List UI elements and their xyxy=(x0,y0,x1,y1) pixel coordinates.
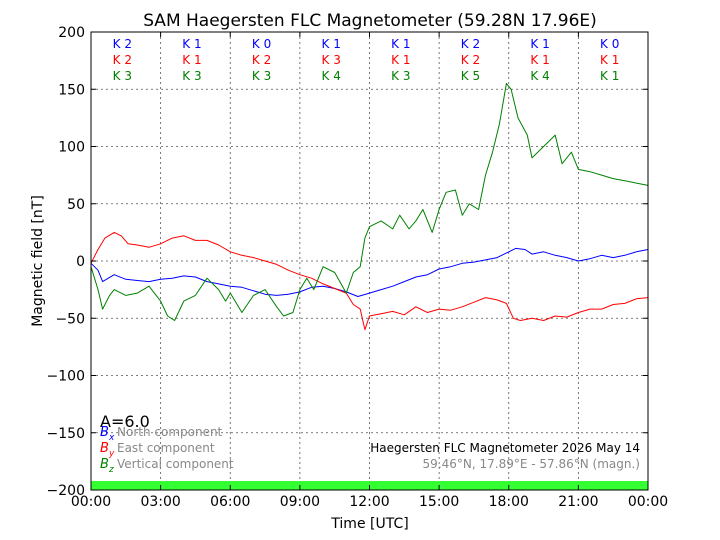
k-index-value: K 1 xyxy=(182,37,201,51)
k-index-value: K 0 xyxy=(600,37,619,51)
x-tick-label: 03:00 xyxy=(140,494,180,510)
x-tick-label: 06:00 xyxy=(210,494,250,510)
y-tick-label: 150 xyxy=(58,82,85,98)
station-info: Haegersten FLC Magnetometer 2026 May 14 xyxy=(370,441,640,455)
k-index-value: K 1 xyxy=(182,53,201,67)
x-tick-label: 00:00 xyxy=(628,494,668,510)
k-index-value: K 3 xyxy=(322,53,341,67)
series-line-vertical xyxy=(90,83,649,321)
x-axis-label: Time [UTC] xyxy=(330,516,408,532)
k-index-table: K 2 K 1 K 0 K 1 K 1 K 2 K 1 K 0 K 2 K 1 K 2 K 3 K 1 K… xyxy=(113,37,620,83)
y-tick-label: −100 xyxy=(47,369,85,385)
k-index-value: K 4 xyxy=(322,69,341,83)
k-index-value: K 2 xyxy=(461,53,480,67)
k-index-value: K 5 xyxy=(461,69,480,83)
y-tick-label: 0 xyxy=(76,254,85,270)
k-index-value: K 3 xyxy=(391,69,410,83)
k-index-value: K 1 xyxy=(600,69,619,83)
y-tick-label: −200 xyxy=(47,483,85,499)
y-tick-label: 50 xyxy=(67,197,85,213)
k-index-value: K 3 xyxy=(182,69,201,83)
y-tick-label: 100 xyxy=(58,140,85,156)
legend-label: North component xyxy=(117,425,223,439)
k-index-value: K 3 xyxy=(252,69,271,83)
legend-label: Vertical component xyxy=(117,457,234,471)
chart-title: SAM Haegersten FLC Magnetometer (59.28N … xyxy=(143,11,597,31)
series-line-east xyxy=(90,231,649,331)
x-tick-label: 00:00 xyxy=(71,494,111,510)
k-index-value: K 1 xyxy=(530,53,549,67)
y-tick-label: 200 xyxy=(58,25,85,41)
y-tick-label: −150 xyxy=(47,426,85,442)
y-axis-label: Magnetic field [nT] xyxy=(30,195,46,327)
k-index-value: K 2 xyxy=(461,37,480,51)
k-index-value: K 2 xyxy=(113,53,132,67)
k-index-value: K 0 xyxy=(252,37,271,51)
x-tick-label: 21:00 xyxy=(558,494,598,510)
k-index-value: K 1 xyxy=(600,53,619,67)
legend-symbol: B xyxy=(100,457,109,472)
legend-subscript: y xyxy=(108,449,115,459)
grid-lines xyxy=(91,32,648,490)
x-tick-label: 12:00 xyxy=(349,494,389,510)
legend-subscript: x xyxy=(108,433,115,443)
activity-index: A=6.0 xyxy=(100,412,150,431)
x-tick-label: 18:00 xyxy=(489,494,529,510)
y-tick-labels: −200 −150 −100 −50 0 50 100 150 200 xyxy=(47,25,85,499)
legend-symbol: B xyxy=(100,441,109,456)
k-index-value: K 4 xyxy=(530,69,549,83)
k-index-value: K 2 xyxy=(252,53,271,67)
station-coordinates: 59.46°N, 17.89°E - 57.86°N (magn.) xyxy=(423,457,640,471)
legend-label: East component xyxy=(117,441,215,455)
x-tick-label: 09:00 xyxy=(280,494,320,510)
x-tick-labels: 00:00 03:00 06:00 09:00 12:00 15:00 18:00 21:00… xyxy=(71,494,668,510)
k-index-value: K 3 xyxy=(113,69,132,83)
data-series xyxy=(90,83,649,331)
series-line-north xyxy=(90,247,649,297)
k-index-value: K 1 xyxy=(530,37,549,51)
k-index-value: K 1 xyxy=(322,37,341,51)
legend-subscript: z xyxy=(108,465,114,475)
axis-ticks xyxy=(90,31,649,491)
x-tick-label: 15:00 xyxy=(419,494,459,510)
k-index-value: K 1 xyxy=(391,37,410,51)
legend-symbol: B xyxy=(100,425,109,440)
k-index-value: K 2 xyxy=(113,37,132,51)
y-tick-label: −50 xyxy=(55,311,85,327)
k-index-value: K 1 xyxy=(391,53,410,67)
